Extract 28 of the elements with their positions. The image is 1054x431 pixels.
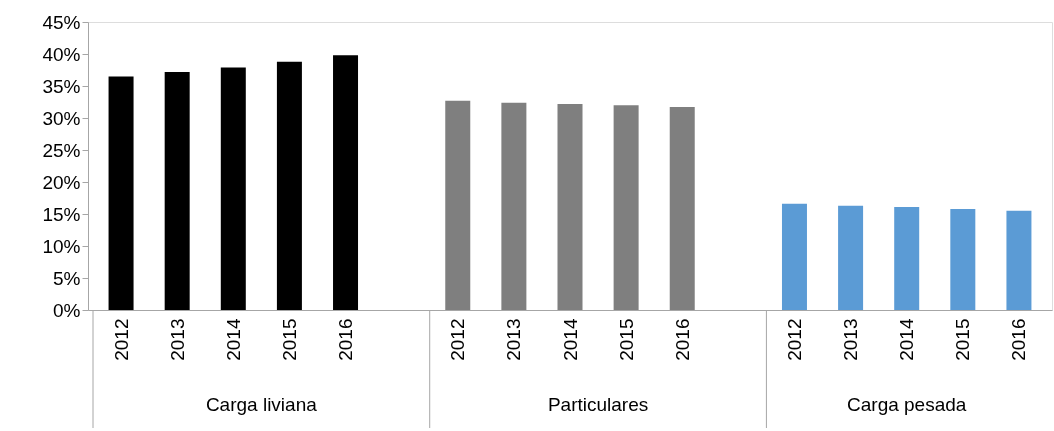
x-tick-label: 2012 — [447, 318, 469, 361]
x-tick-label: 2014 — [896, 318, 918, 361]
x-tick-label: 2015 — [615, 318, 637, 361]
x-tick-label: 2014 — [559, 318, 581, 361]
y-tick-label: 35% — [42, 75, 81, 97]
x-tick-label: 2016 — [671, 318, 693, 361]
y-tick-label: 10% — [42, 235, 81, 257]
x-tick-label: 2014 — [222, 318, 244, 361]
x-tick-label: 2012 — [110, 318, 132, 361]
y-tick-label: 0% — [53, 299, 81, 321]
x-tick-label: 2013 — [840, 318, 862, 361]
x-tick-label: 2013 — [503, 318, 525, 361]
y-tick-label: 40% — [42, 43, 81, 65]
y-tick-label: 30% — [42, 107, 81, 129]
x-tick-label: 2015 — [278, 318, 300, 361]
text: Particulares — [547, 394, 649, 415]
y-tick-label: 20% — [42, 171, 81, 193]
y-tick-label: 25% — [42, 139, 81, 161]
x-tick-label: 2012 — [783, 318, 805, 361]
y-tick-label: 45% — [42, 11, 81, 33]
x-tick-label: 2016 — [335, 318, 357, 361]
y-tick-label: 5% — [53, 267, 81, 289]
x-tick-label: 2016 — [1008, 318, 1030, 361]
y-tick-label: 15% — [42, 203, 81, 225]
x-tick-label: 2015 — [952, 318, 974, 361]
x-tick-label: 2013 — [166, 318, 188, 361]
text: Carga pesada — [847, 394, 967, 415]
text: Carga liviana — [205, 394, 318, 415]
